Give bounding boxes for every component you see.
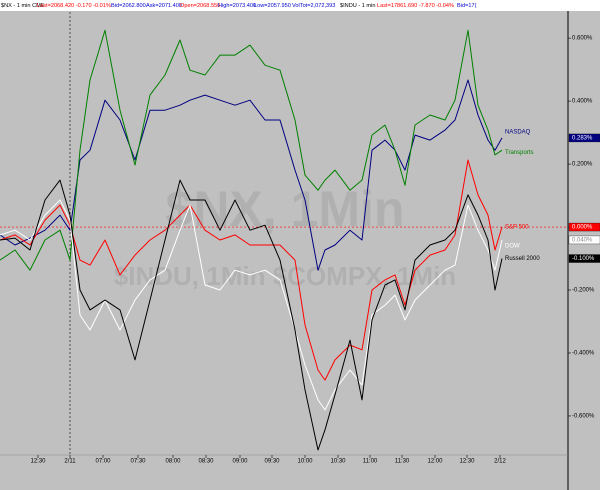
x-tick-label: 2/11 xyxy=(64,459,76,465)
series-label: DOW xyxy=(505,244,520,250)
x-tick-label: 12:00 xyxy=(427,459,443,465)
last-value-badge xyxy=(568,254,600,263)
header-low: Low=2057.950 xyxy=(254,3,291,9)
x-tick-label: 07:00 xyxy=(95,459,111,465)
header-high: High=2073.400 xyxy=(218,3,256,9)
header-bid2: Bid=17( xyxy=(457,3,477,9)
last-value-label: 0.000% xyxy=(572,225,593,231)
x-tick-label: 12:30 xyxy=(459,459,475,465)
header-bar xyxy=(0,0,600,11)
x-tick-label: 12:30 xyxy=(30,459,46,465)
x-tick-label: 08:30 xyxy=(198,459,214,465)
header-symbol: $NX - 1 min CME xyxy=(1,3,45,9)
last-value-label: -0.100% xyxy=(572,256,595,262)
y-tick-label: 0.400% xyxy=(572,99,593,105)
series-line xyxy=(0,179,503,451)
series-label: NASDAQ xyxy=(505,130,531,136)
x-tick-label: 11:00 xyxy=(363,459,378,465)
series-label: Russell 2000 xyxy=(505,256,540,262)
last-value-badge xyxy=(568,235,600,245)
last-value-badge xyxy=(568,133,600,143)
y-tick-label: 0.600% xyxy=(572,36,593,42)
header-vol: VolTot=2,072,393 xyxy=(292,3,335,9)
x-tick-label: 11:30 xyxy=(395,459,410,465)
header-bid: Bid=2062.800 xyxy=(111,3,146,9)
series-line xyxy=(0,159,503,381)
watermark-2: $INDU, 1Min $COMPX, 1Min xyxy=(114,261,456,291)
watermark: $NX, 1Min xyxy=(166,181,405,237)
y-tick-label: 0.200% xyxy=(572,162,593,168)
x-tick-label: 08:00 xyxy=(165,459,181,465)
header-symbol2: $INDU - 1 min xyxy=(340,3,375,9)
last-value-label: 0.283% xyxy=(572,136,593,142)
series-line xyxy=(0,79,503,271)
x-tick-label: 10:00 xyxy=(297,459,313,465)
x-tick-label: 10:30 xyxy=(330,459,346,465)
last-value-badge xyxy=(568,222,600,232)
x-tick-label: 07:30 xyxy=(130,459,146,465)
y-tick-label: -0.400% xyxy=(572,351,595,357)
last-value-label: 0.040% xyxy=(572,238,593,244)
y-tick-label: -0.200% xyxy=(572,288,595,294)
x-tick-label: 2/12 xyxy=(494,459,506,465)
header-last: Last=2068.420 -0.170 -0.01% xyxy=(37,3,111,9)
x-tick-label: 09:00 xyxy=(232,459,248,465)
y-tick-label: -0.600% xyxy=(572,414,595,420)
header-ask: Ask=2071.400 xyxy=(146,3,182,9)
series-label: S&P 500 xyxy=(505,225,529,231)
header-last2: Last=17861.690 -7.870 -0.04% xyxy=(377,3,454,9)
series-line xyxy=(0,199,503,411)
series-line xyxy=(0,29,503,271)
x-tick-label: 09:30 xyxy=(264,459,280,465)
header-open: Open=2068.550 xyxy=(180,3,220,9)
series-label: Transports xyxy=(505,150,533,156)
